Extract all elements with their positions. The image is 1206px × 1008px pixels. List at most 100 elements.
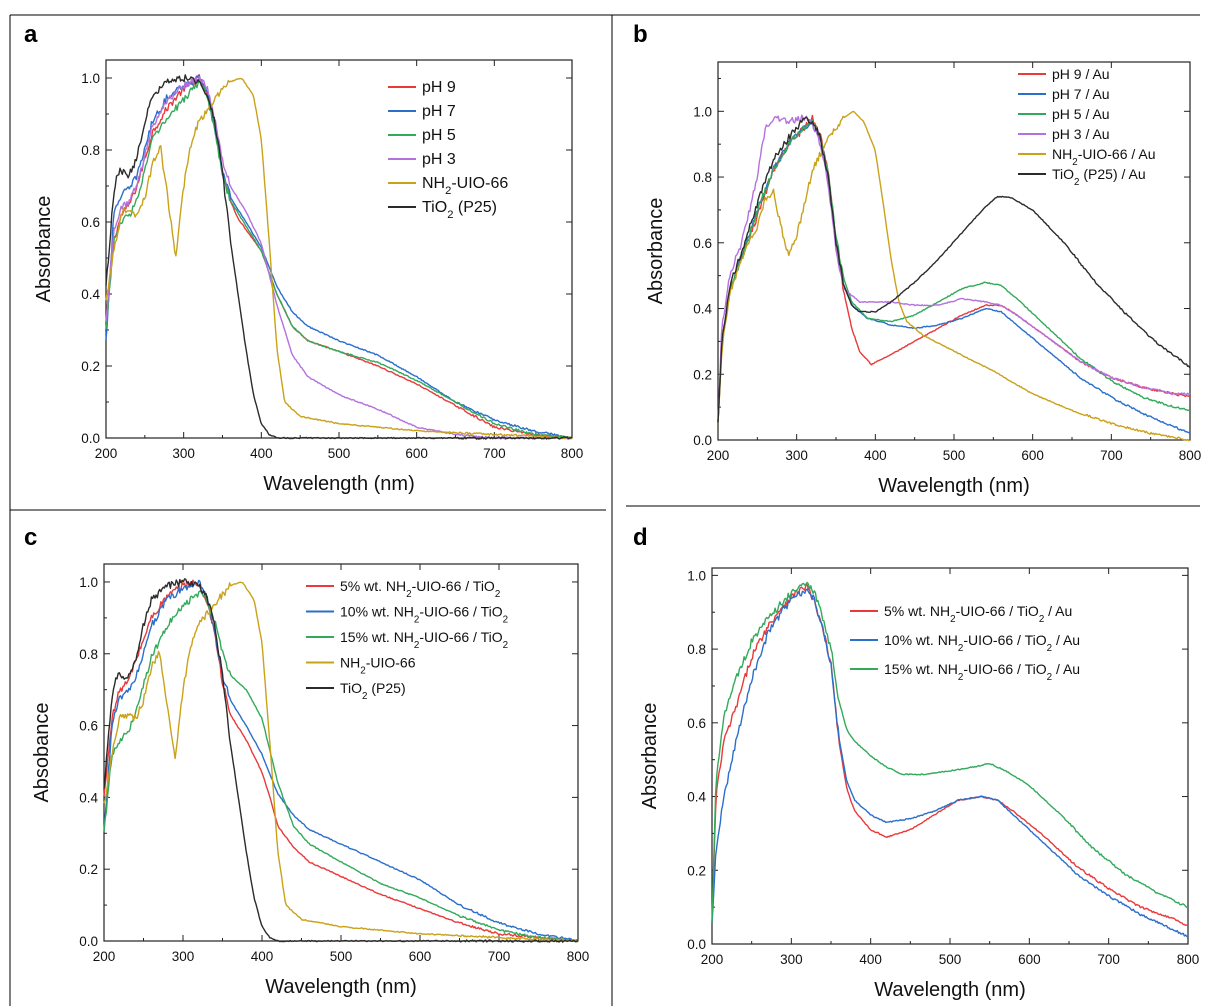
series-line (105, 74, 573, 440)
panel-a: a 200 300 400 500 600 700 800 0.0 0.2 0.4 0.6 0.8 1.0… (24, 21, 583, 495)
panel-label-d: d (633, 524, 648, 551)
legend-entry: pH 5 (422, 127, 456, 144)
legend-entry: NH2-UIO-66 (422, 175, 508, 197)
y-axis-label: Absorbance (33, 196, 55, 303)
legend-entry: NH2-UIO-66 / Au (1052, 146, 1156, 168)
y-tick-label: 0.6 (79, 719, 98, 734)
series-line (105, 73, 573, 440)
x-tick-label: 700 (1100, 448, 1123, 463)
x-tick-label: 400 (864, 448, 887, 463)
y-tick-label: 0.4 (79, 790, 98, 805)
panel-label-b: b (633, 21, 648, 48)
y-tick-label: 0.4 (81, 287, 100, 302)
legend-entry: pH 3 / Au (1052, 126, 1110, 142)
legend-entry: pH 5 / Au (1052, 106, 1110, 122)
panel-d: d 200 300 400 500 600 700 800 0.0 0.2 0.4 0.6 0.8 1.0… (633, 524, 1199, 1001)
x-axis-label: Wavelength (nm) (874, 979, 1026, 1001)
legend-entry: pH 7 / Au (1052, 86, 1110, 102)
x-tick-label: 800 (1179, 448, 1202, 463)
series-line (105, 77, 573, 440)
series-line (103, 581, 579, 943)
x-tick-label: 200 (93, 949, 116, 964)
x-tick-label: 700 (1097, 952, 1120, 967)
legend-entry: NH2-UIO-66 (340, 655, 416, 677)
legend-entry: 5% wt. NH2-UIO-66 / TiO2 / Au (884, 603, 1072, 625)
x-tick-label: 700 (488, 949, 511, 964)
x-axis-label: Wavelength (nm) (263, 473, 415, 495)
y-tick-label: 0.4 (687, 790, 706, 805)
series-line (717, 110, 1191, 442)
y-tick-label: 1.0 (693, 104, 712, 119)
panel-frames (9, 14, 1200, 1006)
x-tick-label: 800 (1177, 952, 1200, 967)
y-tick-label: 0.8 (81, 143, 100, 158)
x-tick-label: 800 (561, 446, 584, 461)
x-tick-label: 400 (859, 952, 882, 967)
series-line (711, 588, 1189, 938)
legend-entry: 15% wt. NH2-UIO-66 / TiO2 (340, 629, 508, 651)
y-tick-label: 1.0 (687, 568, 706, 583)
legend-entry: pH 9 / Au (1052, 66, 1110, 82)
series-line (105, 74, 573, 440)
y-tick-label: 0.2 (81, 359, 100, 374)
x-tick-label: 400 (250, 446, 273, 461)
y-tick-label: 0.8 (687, 642, 706, 657)
y-tick-label: 0.2 (693, 367, 712, 382)
y-tick-label: 0.2 (687, 863, 706, 878)
legend-entry: TiO2 (P25) (340, 680, 406, 702)
x-tick-label: 500 (328, 446, 351, 461)
series-line (105, 78, 573, 440)
x-tick-label: 300 (172, 949, 195, 964)
x-tick-label: 600 (1021, 448, 1044, 463)
chart-panels: a 200 300 400 500 600 700 800 0.0 0.2 0.4 0.6 0.8 1.0… (24, 21, 1201, 1001)
x-tick-label: 600 (405, 446, 428, 461)
x-tick-label: 500 (943, 448, 966, 463)
y-axis-label: Absorbance (645, 198, 667, 305)
y-axis-label: Absobance (31, 702, 53, 802)
x-tick-label: 500 (330, 949, 353, 964)
x-axis-label: Wavelength (nm) (265, 976, 417, 998)
legend-entry: 10% wt. NH2-UIO-66 / TiO2 / Au (884, 632, 1080, 654)
x-tick-label: 300 (785, 448, 808, 463)
legend-entry: pH 9 (422, 79, 456, 96)
y-tick-label: 0.4 (693, 302, 712, 317)
y-tick-label: 0.8 (693, 170, 712, 185)
x-tick-label: 600 (409, 949, 432, 964)
series-line (103, 579, 578, 943)
panel-label-c: c (24, 524, 37, 551)
x-tick-label: 400 (251, 949, 274, 964)
x-tick-label: 200 (707, 448, 730, 463)
panel-c: c 200 300 400 500 600 700 800 0.0 0.2 0.4 0.6 0.8 1.0… (24, 524, 589, 998)
legend-entry: pH 3 (422, 151, 456, 168)
y-tick-label: 0.0 (79, 934, 98, 949)
series-line (711, 581, 1189, 924)
series-line (717, 114, 1191, 423)
y-tick-label: 0.0 (81, 431, 100, 446)
x-tick-label: 600 (1018, 952, 1041, 967)
series-line (717, 116, 1191, 423)
y-tick-label: 0.2 (79, 862, 98, 877)
y-tick-label: 0.6 (693, 236, 712, 251)
x-tick-label: 300 (172, 446, 195, 461)
legend-entry: pH 7 (422, 103, 456, 120)
legend-entry: 5% wt. NH2-UIO-66 / TiO2 (340, 578, 500, 600)
panel-label-a: a (24, 21, 38, 48)
y-tick-label: 0.6 (687, 716, 706, 731)
plot-area-b (717, 61, 1191, 441)
x-axis-label: Wavelength (nm) (878, 475, 1030, 497)
series-line (103, 579, 579, 943)
plot-area-a (105, 59, 573, 439)
y-tick-label: 0.6 (81, 215, 100, 230)
series-line (717, 119, 1191, 423)
series-line (105, 75, 573, 440)
series-line (103, 578, 579, 943)
series-line (103, 590, 579, 943)
legend-entry: 15% wt. NH2-UIO-66 / TiO2 / Au (884, 661, 1080, 683)
legend-entry: TiO2 (P25) (422, 199, 497, 221)
x-tick-label: 800 (567, 949, 590, 964)
y-tick-label: 1.0 (81, 71, 100, 86)
x-tick-label: 200 (95, 446, 118, 461)
legend-entry: TiO2 (P25) / Au (1052, 166, 1146, 188)
x-tick-label: 500 (939, 952, 962, 967)
